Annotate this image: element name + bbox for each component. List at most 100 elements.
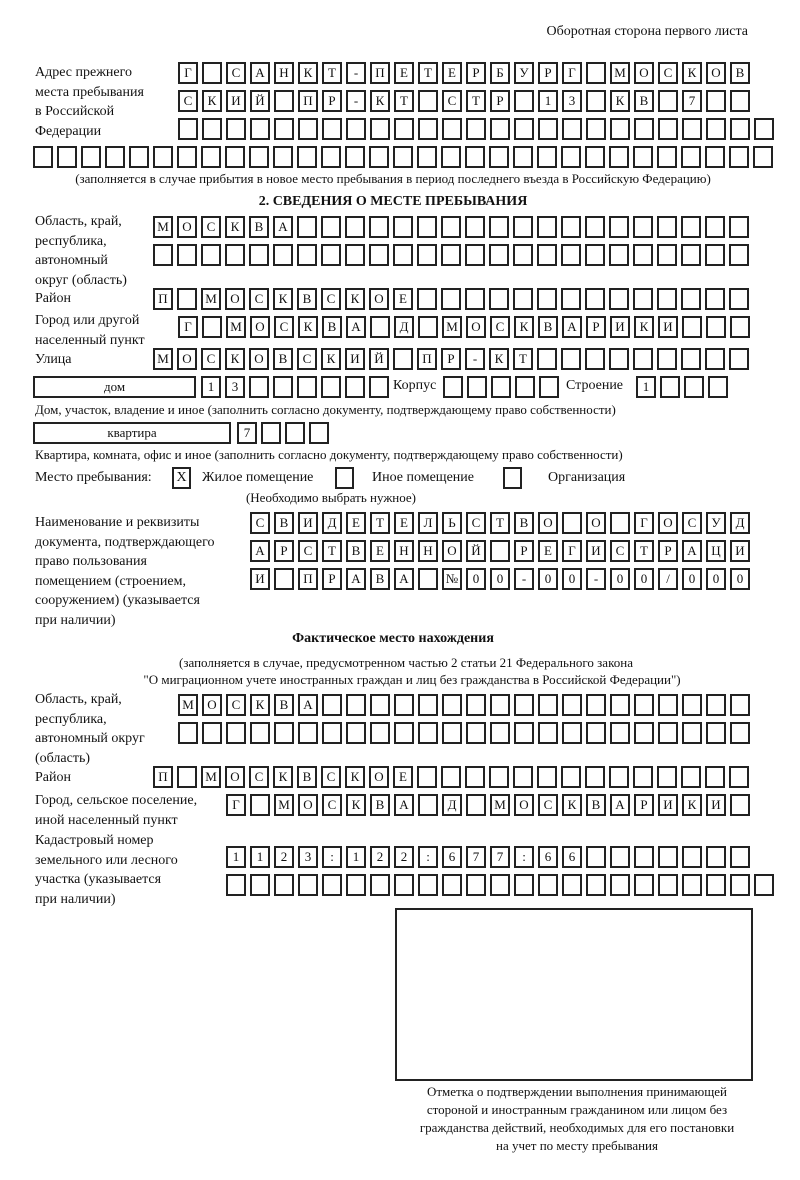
letter-cell[interactable] [418, 722, 438, 744]
letter-cell[interactable]: И [706, 794, 726, 816]
letter-cell[interactable]: М [153, 216, 173, 238]
letter-cell[interactable] [539, 376, 559, 398]
letter-cell[interactable] [657, 288, 677, 310]
letter-cell[interactable]: Ь [442, 512, 462, 534]
letter-cell[interactable] [561, 348, 581, 370]
letter-cell[interactable] [345, 376, 365, 398]
letter-cell[interactable] [250, 722, 270, 744]
letter-cell[interactable] [585, 216, 605, 238]
letter-cell[interactable]: Г [562, 62, 582, 84]
letter-cell[interactable] [273, 376, 293, 398]
building-row[interactable] [443, 376, 563, 398]
letter-cell[interactable] [370, 722, 390, 744]
letter-cell[interactable] [465, 244, 485, 266]
letter-cell[interactable]: С [274, 316, 294, 338]
letter-cell[interactable] [466, 794, 486, 816]
letter-cell[interactable] [177, 244, 197, 266]
letter-cell[interactable]: В [586, 794, 606, 816]
letter-cell[interactable]: Т [466, 90, 486, 112]
letter-cell[interactable] [489, 216, 509, 238]
letter-cell[interactable] [249, 244, 269, 266]
letter-cell[interactable]: : [418, 846, 438, 868]
letter-cell[interactable]: К [345, 766, 365, 788]
prev-address-row-4[interactable] [33, 146, 777, 168]
letter-cell[interactable]: О [249, 348, 269, 370]
letter-cell[interactable] [225, 244, 245, 266]
letter-cell[interactable]: П [370, 62, 390, 84]
letter-cell[interactable] [394, 694, 414, 716]
letter-cell[interactable]: В [297, 288, 317, 310]
letter-cell[interactable] [274, 722, 294, 744]
letter-cell[interactable] [417, 146, 437, 168]
letter-cell[interactable]: И [586, 540, 606, 562]
letter-cell[interactable] [681, 146, 701, 168]
letter-cell[interactable] [177, 288, 197, 310]
letter-cell[interactable]: А [250, 62, 270, 84]
letter-cell[interactable] [609, 288, 629, 310]
letter-cell[interactable] [441, 288, 461, 310]
letter-cell[interactable] [610, 694, 630, 716]
letter-cell[interactable] [682, 118, 702, 140]
letter-cell[interactable] [730, 90, 750, 112]
letter-cell[interactable] [226, 118, 246, 140]
letter-cell[interactable] [466, 722, 486, 744]
stay-checkbox-organization[interactable] [503, 467, 522, 489]
letter-cell[interactable] [321, 216, 341, 238]
letter-cell[interactable]: В [370, 568, 390, 590]
letter-cell[interactable] [490, 874, 510, 896]
letter-cell[interactable]: 1 [538, 90, 558, 112]
letter-cell[interactable]: Р [658, 540, 678, 562]
letter-cell[interactable] [682, 316, 702, 338]
letter-cell[interactable]: / [658, 568, 678, 590]
letter-cell[interactable] [681, 766, 701, 788]
letter-cell[interactable]: - [514, 568, 534, 590]
letter-cell[interactable] [681, 288, 701, 310]
letter-cell[interactable]: С [490, 316, 510, 338]
stay-checkbox-other[interactable] [335, 467, 354, 489]
letter-cell[interactable] [298, 874, 318, 896]
letter-cell[interactable] [441, 146, 461, 168]
letter-cell[interactable] [657, 348, 677, 370]
letter-cell[interactable]: Р [490, 90, 510, 112]
letter-cell[interactable] [705, 766, 725, 788]
letter-cell[interactable] [730, 118, 750, 140]
letter-cell[interactable] [513, 244, 533, 266]
letter-cell[interactable] [226, 874, 246, 896]
letter-cell[interactable]: 7 [466, 846, 486, 868]
letter-cell[interactable] [321, 146, 341, 168]
letter-cell[interactable]: 0 [682, 568, 702, 590]
letter-cell[interactable] [561, 216, 581, 238]
letter-cell[interactable] [153, 244, 173, 266]
letter-cell[interactable]: Е [442, 62, 462, 84]
letter-cell[interactable]: Д [322, 512, 342, 534]
letter-cell[interactable]: 6 [538, 846, 558, 868]
letter-cell[interactable]: И [226, 90, 246, 112]
letter-cell[interactable] [322, 118, 342, 140]
letter-cell[interactable] [418, 694, 438, 716]
letter-cell[interactable]: 1 [226, 846, 246, 868]
letter-cell[interactable]: В [297, 766, 317, 788]
letter-cell[interactable] [465, 146, 485, 168]
letter-cell[interactable]: Д [394, 316, 414, 338]
letter-cell[interactable]: Е [346, 512, 366, 534]
letter-cell[interactable]: М [178, 694, 198, 716]
letter-cell[interactable]: О [298, 794, 318, 816]
letter-cell[interactable] [633, 146, 653, 168]
letter-cell[interactable]: К [346, 794, 366, 816]
letter-cell[interactable] [609, 348, 629, 370]
letter-cell[interactable]: С [321, 766, 341, 788]
letter-cell[interactable]: К [225, 348, 245, 370]
letter-cell[interactable] [274, 118, 294, 140]
letter-cell[interactable] [153, 146, 173, 168]
letter-cell[interactable] [202, 62, 222, 84]
letter-cell[interactable] [369, 376, 389, 398]
letter-cell[interactable]: Р [586, 316, 606, 338]
letter-cell[interactable] [225, 146, 245, 168]
letter-cell[interactable] [417, 766, 437, 788]
letter-cell[interactable]: № [442, 568, 462, 590]
letter-cell[interactable]: С [466, 512, 486, 534]
letter-cell[interactable] [538, 722, 558, 744]
stay-checkbox-residential[interactable]: X [172, 467, 191, 489]
